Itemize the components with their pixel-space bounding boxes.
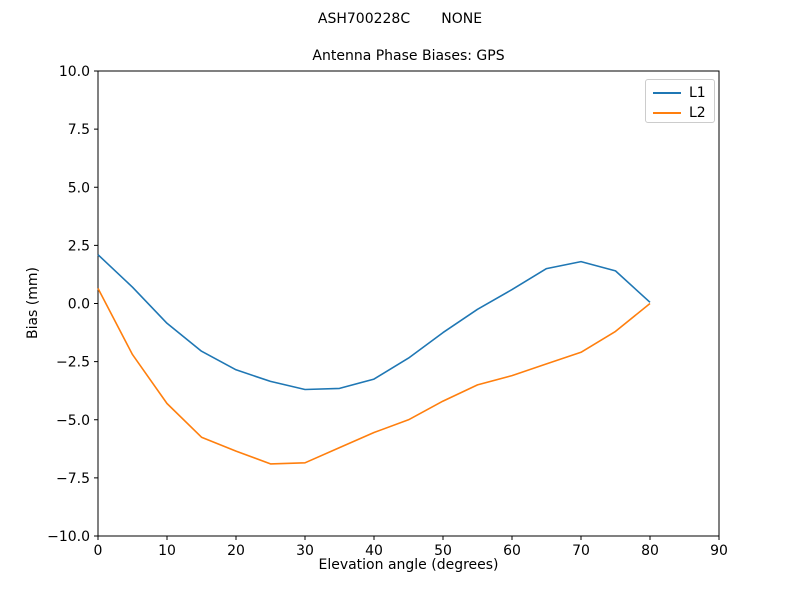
- y-tick-label: −5.0: [56, 413, 90, 429]
- l2-line-swatch-icon: [653, 112, 681, 114]
- legend-label-l1: L1: [689, 85, 706, 101]
- x-tick-label: 0: [94, 543, 103, 559]
- plot-frame: [97, 70, 720, 537]
- y-tick-label: 5.0: [68, 180, 90, 196]
- y-tick-label: −2.5: [56, 355, 90, 371]
- l1-line-swatch-icon: [653, 92, 681, 94]
- legend-entry-l1: L1: [653, 83, 714, 103]
- x-tick-label: 50: [434, 543, 452, 559]
- x-tick-label: 70: [572, 543, 590, 559]
- x-tick-label: 30: [296, 543, 314, 559]
- series-line-l1: [97, 254, 651, 391]
- figure-suptitle: ASH700228C NONE: [317, 11, 483, 27]
- x-axis-label: Elevation angle (degrees): [318, 557, 499, 573]
- series-line-l2: [97, 288, 651, 465]
- legend-entry-l2: L2: [653, 103, 714, 123]
- y-tick-label: −10.0: [47, 529, 90, 545]
- y-tick-label: −7.5: [56, 471, 90, 487]
- y-axis-label: Bias (mm): [25, 266, 41, 340]
- axes-title: Antenna Phase Biases: GPS: [312, 48, 505, 64]
- legend: L1 L2: [645, 79, 715, 123]
- y-tick-label: 0.0: [68, 297, 90, 313]
- x-tick-label: 10: [158, 543, 176, 559]
- x-tick-label: 90: [710, 543, 728, 559]
- x-tick-label: 40: [365, 543, 383, 559]
- x-tick-label: 80: [641, 543, 659, 559]
- x-tick-label: 20: [227, 543, 245, 559]
- y-tick-label: 7.5: [68, 122, 90, 138]
- legend-label-l2: L2: [689, 105, 706, 121]
- x-tick-label: 60: [503, 543, 521, 559]
- y-tick-label: 10.0: [59, 64, 90, 80]
- y-tick-label: 2.5: [68, 238, 90, 254]
